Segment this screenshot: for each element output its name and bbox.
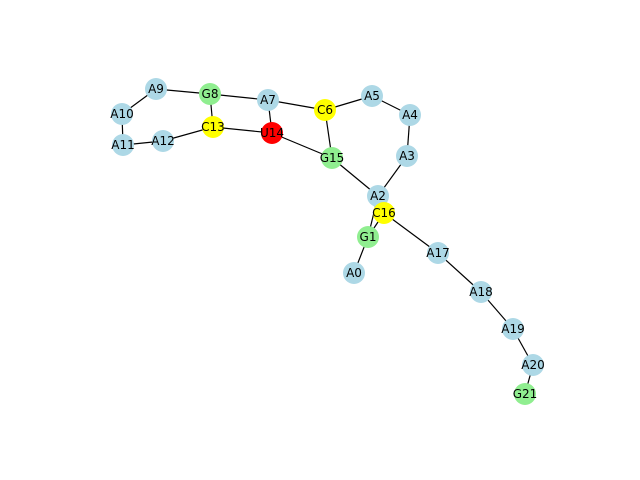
node-A7: A7	[257, 89, 279, 111]
node-G8: G8	[199, 83, 221, 105]
node-C16: C16	[372, 202, 396, 224]
node-A19: A19	[501, 318, 525, 340]
node-label-A19: A19	[501, 322, 524, 336]
node-circle-G1	[357, 226, 379, 248]
node-circle-A5	[361, 85, 383, 107]
node-label-A7: A7	[260, 93, 276, 107]
node-A20: A20	[521, 354, 545, 376]
node-circle-A3	[396, 145, 418, 167]
node-A18: A18	[469, 281, 493, 303]
node-circle-A0	[343, 262, 365, 284]
node-circle-A11	[112, 134, 134, 156]
node-label-A10: A10	[110, 107, 133, 121]
node-label-G21: G21	[513, 387, 538, 401]
node-A0: A0	[343, 262, 365, 284]
node-circle-G8	[199, 83, 221, 105]
node-circle-A17	[427, 242, 449, 264]
node-A12: A12	[151, 130, 175, 152]
node-C13: C13	[201, 116, 225, 138]
node-circle-A4	[399, 104, 421, 126]
node-label-G1: G1	[360, 230, 377, 244]
node-label-U14: U14	[260, 126, 284, 140]
node-label-A5: A5	[364, 89, 380, 103]
node-circle-A10	[111, 103, 133, 125]
node-circle-C16	[373, 202, 395, 224]
node-label-A20: A20	[521, 358, 544, 372]
node-circle-C13	[202, 116, 224, 138]
node-label-A17: A17	[426, 246, 449, 260]
node-label-A0: A0	[346, 266, 362, 280]
node-A10: A10	[110, 103, 134, 125]
node-circle-A18	[470, 281, 492, 303]
node-label-A12: A12	[151, 134, 174, 148]
node-label-A18: A18	[469, 285, 492, 299]
node-G1: G1	[357, 226, 379, 248]
node-circle-A12	[152, 130, 174, 152]
node-circle-C6	[314, 99, 336, 121]
node-label-C6: C6	[317, 103, 333, 117]
node-label-C13: C13	[201, 120, 225, 134]
node-G21: G21	[513, 383, 538, 405]
node-circle-A7	[257, 89, 279, 111]
node-label-A4: A4	[402, 108, 418, 122]
node-G15: G15	[320, 147, 345, 169]
node-circle-A2	[367, 185, 389, 207]
node-A4: A4	[399, 104, 421, 126]
node-label-G15: G15	[320, 151, 345, 165]
node-U14: U14	[260, 122, 284, 144]
node-label-A9: A9	[148, 82, 164, 96]
node-label-A11: A11	[111, 138, 134, 152]
node-layer: A0 G1 A2 A3 A4 A5 C6 A7 G8 A9 A10 A11 A12 C13 U14 G15 C1…	[110, 78, 545, 405]
node-A3: A3	[396, 145, 418, 167]
node-circle-G15	[321, 147, 343, 169]
node-circle-A19	[502, 318, 524, 340]
edge-layer	[121, 88, 534, 395]
node-A11: A11	[111, 134, 135, 156]
node-C6: C6	[314, 99, 336, 121]
node-circle-A20	[522, 354, 544, 376]
node-circle-A9	[145, 78, 167, 100]
node-circle-G21	[514, 383, 536, 405]
node-label-A3: A3	[399, 149, 415, 163]
node-label-C16: C16	[372, 206, 396, 220]
node-A17: A17	[426, 242, 450, 264]
node-A9: A9	[145, 78, 167, 100]
node-label-A2: A2	[370, 189, 386, 203]
edge-C16-A17	[383, 212, 439, 254]
node-A5: A5	[361, 85, 383, 107]
node-A2: A2	[367, 185, 389, 207]
node-label-G8: G8	[202, 87, 219, 101]
node-circle-U14	[261, 122, 283, 144]
